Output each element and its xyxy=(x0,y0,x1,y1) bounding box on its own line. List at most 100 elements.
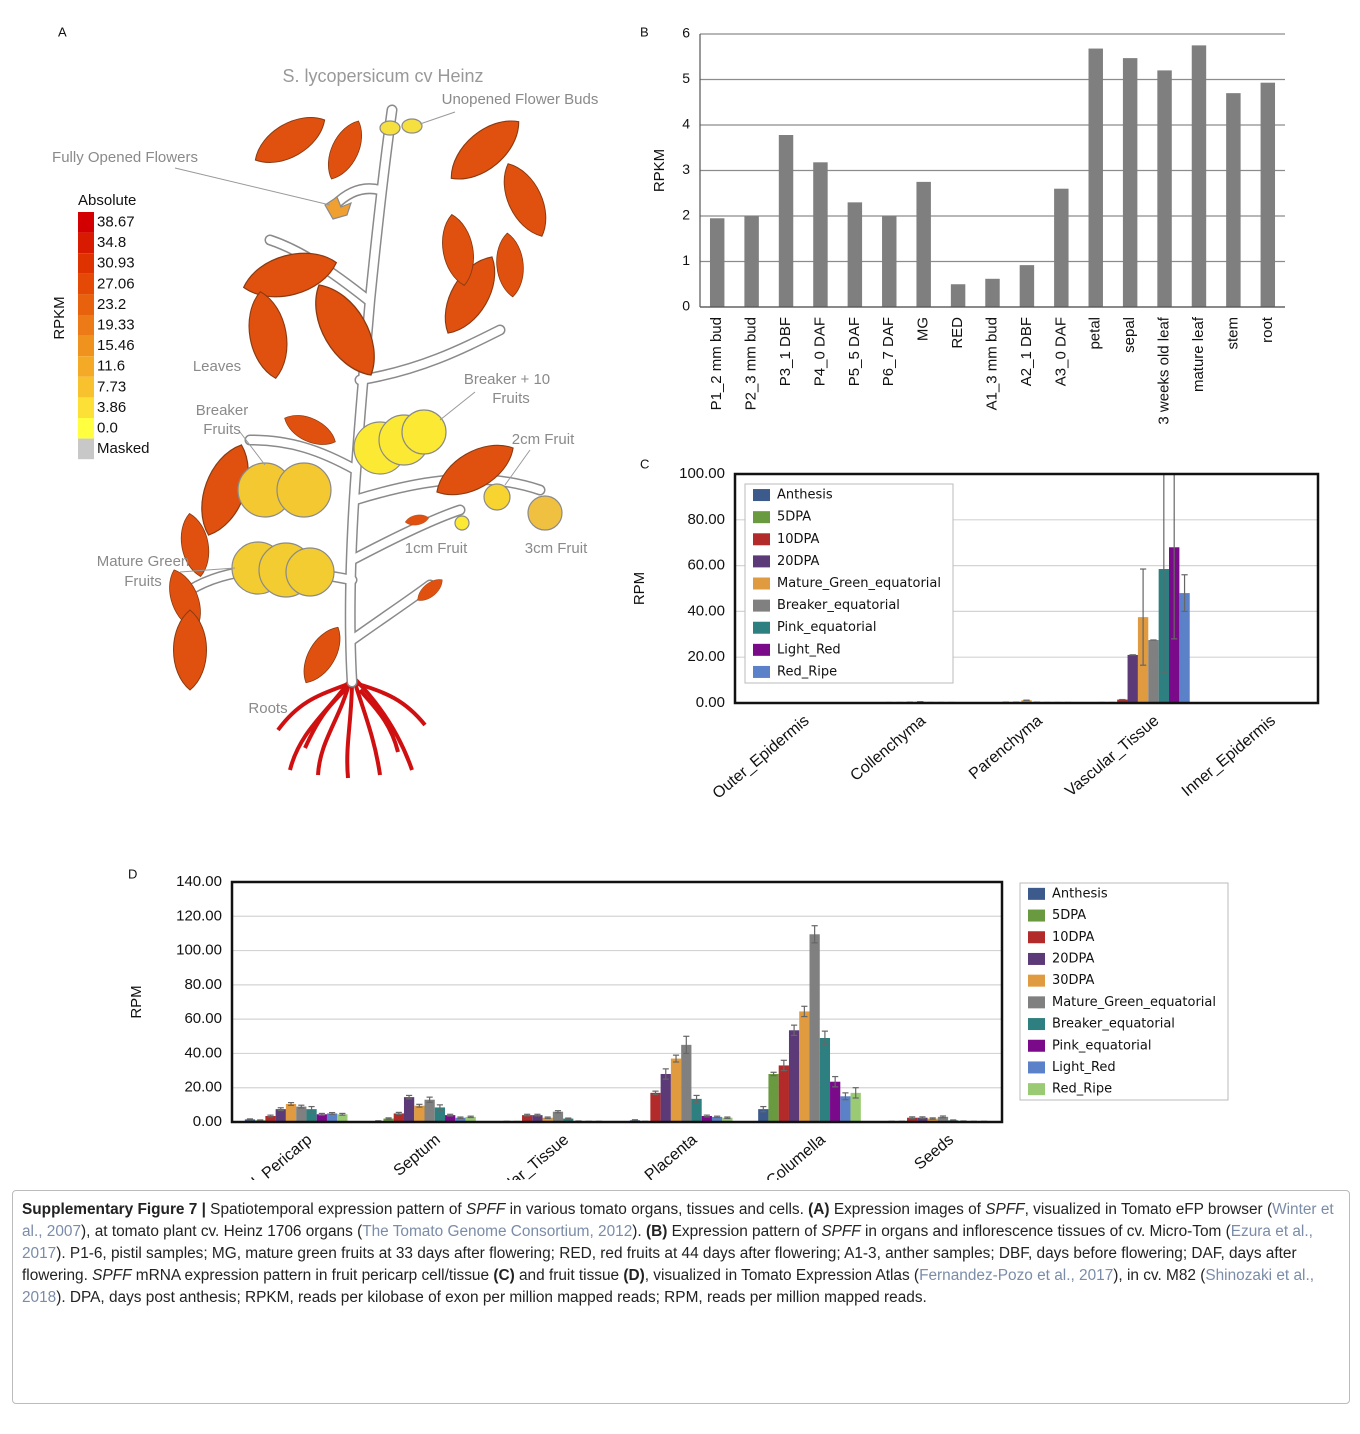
y-tick-label: 20.00 xyxy=(687,648,725,665)
scale-title: Absolute xyxy=(78,192,136,209)
caption-run: Spatiotemporal expression pattern of xyxy=(206,1201,466,1218)
legend-swatch xyxy=(1028,1083,1045,1095)
plant-title: S. lycopersicum cv Heinz xyxy=(282,66,483,86)
caption-run: The Tomato Genome Consortium, 2012 xyxy=(362,1223,632,1240)
legend-label: 20DPA xyxy=(777,554,820,569)
caption-run: in various tomato organs, tissues and ce… xyxy=(505,1201,808,1218)
scale-swatch xyxy=(78,294,94,315)
y-tick-label: 20.00 xyxy=(184,1079,222,1096)
bar xyxy=(1128,655,1138,703)
caption-run: SPFF xyxy=(985,1201,1024,1218)
scale-label: 23.2 xyxy=(97,296,126,313)
organ-label: 3cm Fruit xyxy=(525,540,588,557)
bar xyxy=(661,1074,671,1122)
scale-swatch xyxy=(78,212,94,233)
y-tick-label: 0.00 xyxy=(696,694,725,711)
y-axis-label: RPKM xyxy=(651,149,668,192)
legend-label: Mature_Green_equatorial xyxy=(1052,995,1216,1010)
scale-swatch xyxy=(78,315,94,336)
stem-fill xyxy=(190,110,540,682)
legend-swatch xyxy=(1028,910,1045,922)
error-bar xyxy=(632,1120,638,1121)
roots xyxy=(278,680,425,778)
bar xyxy=(779,1065,789,1122)
stems xyxy=(190,110,540,682)
scale-label: Masked xyxy=(97,440,150,457)
organ-label: Fruits xyxy=(492,390,530,407)
caption-run: , visualized in Tomato eFP browser ( xyxy=(1025,1201,1273,1218)
caption-run: ), at tomato plant cv. Heinz 1706 organs… xyxy=(81,1223,362,1240)
bar xyxy=(681,1045,691,1122)
scale-swatch xyxy=(78,439,94,460)
bar xyxy=(671,1059,681,1122)
bar xyxy=(650,1093,660,1122)
y-tick-label: 40.00 xyxy=(184,1044,222,1061)
legend-label: 5DPA xyxy=(777,510,811,525)
x-tick-label: P6_7 DAF xyxy=(880,317,897,386)
organ-label: Unopened Flower Buds xyxy=(442,91,599,108)
x-tick-label: P4_0 DAF xyxy=(811,317,828,386)
x-tick-label: Columella xyxy=(763,1131,829,1180)
legend-swatch xyxy=(1028,1018,1045,1030)
root xyxy=(347,680,352,778)
chart: CRPM0.0020.0040.0060.0080.00100.00Outer_… xyxy=(631,456,1318,803)
organ-label: Leaves xyxy=(193,358,241,375)
x-tick-label: Placenta xyxy=(642,1131,701,1180)
chart: DRPM0.0020.0040.0060.0080.00100.00120.00… xyxy=(128,866,1228,1180)
y-tick-label: 6 xyxy=(682,25,690,41)
x-tick-label: petal xyxy=(1087,317,1104,350)
legend-label: Light_Red xyxy=(1052,1060,1116,1075)
error-bar xyxy=(950,1120,956,1121)
fruit xyxy=(277,463,331,517)
legend-swatch xyxy=(1028,975,1045,987)
flower-bud xyxy=(402,119,422,133)
legend-swatch xyxy=(753,622,770,634)
x-tick-label: MG xyxy=(915,317,932,341)
panel-label: C xyxy=(640,456,649,471)
legend-label: Breaker_equatorial xyxy=(1052,1017,1175,1032)
x-tick-label: Inner_Epidermis xyxy=(1179,712,1279,800)
caption-run: ), in cv. M82 ( xyxy=(1113,1267,1205,1284)
legend-swatch xyxy=(753,578,770,590)
organ-label: Mature Green xyxy=(97,553,190,570)
legend-swatch xyxy=(1028,931,1045,943)
x-tick-label: sepal xyxy=(1121,317,1138,353)
bar xyxy=(813,162,827,307)
x-tick-label: stem xyxy=(1224,317,1241,350)
fruit xyxy=(528,496,562,530)
scale-label: 30.93 xyxy=(97,255,135,272)
x-tick-label: P2_3 mm bud xyxy=(743,317,760,410)
scale-swatch xyxy=(78,377,94,398)
legend-label: Pink_equatorial xyxy=(1052,1038,1151,1053)
x-tick-label: Septum xyxy=(391,1131,444,1179)
caption-run: (A) xyxy=(808,1201,829,1218)
legend-swatch xyxy=(753,555,770,567)
bar xyxy=(951,284,965,307)
bar xyxy=(1226,93,1240,307)
leaf xyxy=(242,289,293,382)
legend-label: Red_Ripe xyxy=(777,664,837,679)
bar xyxy=(985,279,999,307)
legend-label: Mature_Green_equatorial xyxy=(777,576,941,591)
legend-swatch xyxy=(753,666,770,678)
caption-run: Expression images of xyxy=(830,1201,986,1218)
x-tick-label: Locular_Tissue xyxy=(479,1131,573,1180)
bar xyxy=(1192,45,1206,307)
scale-label: 38.67 xyxy=(97,213,135,230)
legend-label: Pink_equatorial xyxy=(777,620,876,635)
scale-swatch xyxy=(78,397,94,418)
bar xyxy=(744,216,758,307)
organ-label: Fully Opened Flowers xyxy=(52,149,198,166)
bar xyxy=(425,1100,435,1122)
y-axis-label: RPM xyxy=(128,985,145,1018)
legend-swatch xyxy=(1028,1061,1045,1073)
caption-run: ). xyxy=(632,1223,646,1240)
legend-swatch xyxy=(1028,888,1045,900)
leaf xyxy=(247,106,333,175)
x-tick-label: Parenchyma xyxy=(966,712,1046,783)
x-tick-label: Vascular_Tissue xyxy=(1062,712,1162,800)
legend-label: 5DPA xyxy=(1052,908,1086,923)
x-tick-label: P1_2 mm bud xyxy=(708,317,725,410)
organ-label: Breaker + 10 xyxy=(464,371,550,388)
caption-run: mRNA expression pattern in fruit pericar… xyxy=(132,1267,494,1284)
